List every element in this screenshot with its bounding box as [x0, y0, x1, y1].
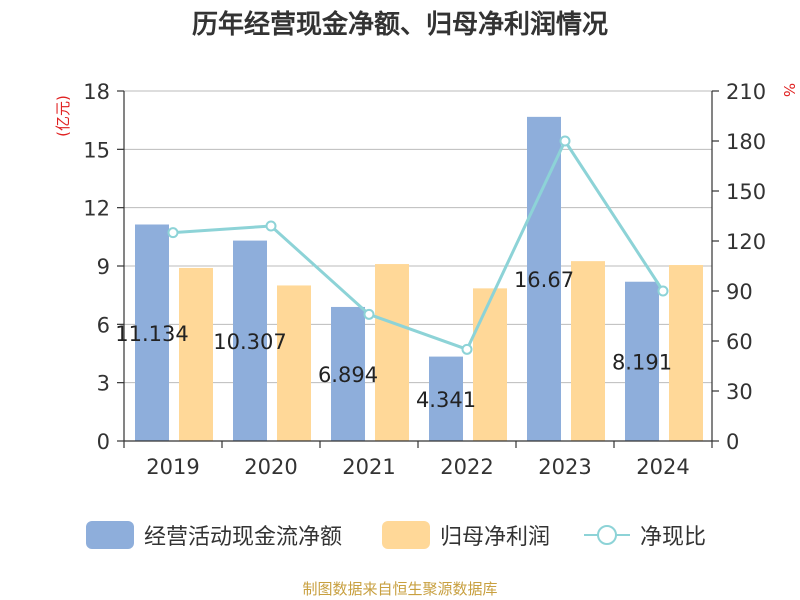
y-tick-label-right: 150	[726, 180, 766, 204]
point-ratio	[461, 343, 473, 355]
legend-line-ratio-icon	[584, 521, 630, 549]
data-label-operating-cash: 4.341	[416, 388, 476, 412]
y-tick-label-left: 3	[97, 372, 110, 396]
y-tick-label-left: 9	[97, 255, 110, 279]
y-tick-label-left: 12	[83, 197, 110, 221]
series-line-ratio	[172, 137, 665, 352]
y-tick-label-right: 0	[726, 430, 739, 454]
y-tick-label-right: 120	[726, 230, 766, 254]
bar-operating-cash	[625, 281, 659, 441]
point-ratio	[559, 135, 571, 147]
x-tick-label: 2024	[636, 455, 689, 479]
y-tick-label-right: 180	[726, 130, 766, 154]
point-ratio	[167, 227, 179, 239]
legend-swatch-net-profit	[382, 521, 430, 549]
bar-net-profit	[375, 264, 409, 441]
bar-net-profit	[179, 267, 213, 441]
bar-operating-cash	[233, 240, 267, 441]
y-tick-label-left: 18	[83, 80, 110, 104]
data-label-operating-cash: 10.307	[213, 330, 286, 354]
data-label-operating-cash: 8.191	[612, 350, 672, 374]
bar-net-profit	[473, 288, 507, 441]
data-label-operating-cash: 16.67	[514, 268, 574, 292]
data-source: 制图数据来自恒生聚源数据库	[302, 580, 498, 598]
bar-net-profit	[277, 285, 311, 441]
data-label-operating-cash: 6.894	[318, 363, 378, 387]
bar-net-profit	[571, 261, 605, 441]
y-tick-label-right: 60	[726, 330, 753, 354]
y-tick-label-left: 0	[97, 430, 110, 454]
y-tick-label-left: 6	[97, 313, 110, 337]
y-axis-label-left: (亿元)	[54, 95, 72, 137]
x-tick-label: 2020	[244, 455, 297, 479]
point-ratio	[265, 220, 277, 232]
y-tick-label-right: 30	[726, 380, 753, 404]
y-tick-label-left: 15	[83, 138, 110, 162]
x-tick-label: 2019	[146, 455, 199, 479]
bar-operating-cash	[135, 224, 169, 441]
legend-label-operating-cash: 经营活动现金流净额	[144, 525, 343, 550]
bar-operating-cash	[429, 356, 463, 441]
legend-swatch-operating-cash	[86, 521, 134, 549]
bar-net-profit	[669, 265, 703, 441]
chart-title: 历年经营现金净额、归母净利润情况	[191, 10, 608, 40]
x-tick-label: 2023	[538, 455, 591, 479]
y-axis-label-right: %	[780, 83, 798, 97]
y-tick-label-right: 90	[726, 280, 753, 304]
point-ratio	[657, 285, 669, 297]
bar-operating-cash	[331, 306, 365, 441]
point-ratio	[363, 308, 375, 320]
y-tick-label-right: 210	[726, 80, 766, 104]
x-tick-label: 2021	[342, 455, 395, 479]
legend-label-ratio: 净现比	[640, 525, 707, 550]
legend-item-ratio[interactable]: 净现比	[584, 518, 706, 552]
legend-label-net-profit: 归母净利润	[440, 525, 551, 550]
bar-operating-cash	[527, 116, 561, 441]
legend-item-operating-cash[interactable]: 经营活动现金流净额	[86, 518, 342, 552]
data-label-operating-cash: 11.134	[115, 322, 188, 346]
legend-item-net-profit[interactable]: 归母净利润	[382, 518, 550, 552]
x-tick-label: 2022	[440, 455, 493, 479]
legend: 经营活动现金流净额 归母净利润 净现比	[0, 518, 800, 552]
